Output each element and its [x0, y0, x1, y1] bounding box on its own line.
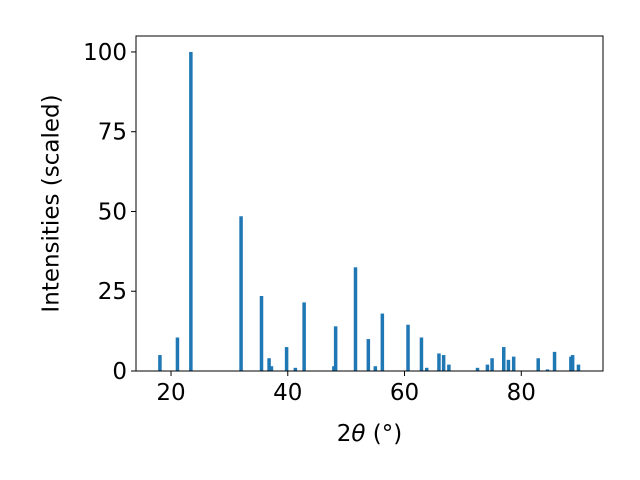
bar — [175, 337, 180, 371]
bar — [441, 355, 446, 371]
bar — [269, 366, 274, 371]
bar — [490, 358, 494, 371]
bar — [284, 347, 289, 371]
bars-group — [158, 51, 581, 371]
bar — [189, 51, 193, 371]
bar — [437, 353, 441, 371]
x-tick-label: 80 — [507, 380, 536, 406]
x-tick-label: 40 — [273, 380, 302, 406]
bar — [267, 358, 271, 371]
bar — [419, 337, 424, 371]
y-tick-label: 25 — [98, 279, 127, 305]
y-axis-title: Intensities (scaled) — [39, 94, 65, 312]
x-axis: 20 40 60 80 — [156, 371, 536, 406]
x-tick-label: 20 — [156, 380, 185, 406]
bar — [502, 347, 506, 371]
bar — [536, 358, 540, 371]
bar — [570, 355, 575, 371]
bar — [424, 367, 429, 371]
bar — [511, 356, 516, 371]
plot-frame — [135, 35, 604, 372]
bar — [158, 355, 162, 371]
y-tick-label: 100 — [83, 40, 127, 66]
x-axis-title: 2θ (°) — [337, 421, 402, 447]
bar — [302, 302, 306, 371]
bar — [293, 367, 298, 371]
bar — [552, 351, 557, 371]
bar — [545, 369, 550, 371]
bar — [485, 364, 490, 371]
bar — [366, 339, 371, 371]
x-tick-label: 60 — [390, 380, 419, 406]
y-tick-label: 75 — [98, 120, 127, 146]
bar — [333, 326, 338, 371]
bar — [380, 313, 385, 371]
bar — [506, 359, 511, 371]
bar — [373, 366, 378, 371]
bar — [259, 296, 264, 371]
bar — [239, 216, 243, 371]
bar — [576, 364, 581, 371]
y-axis: 0 25 50 75 100 — [83, 40, 136, 385]
bar — [353, 267, 358, 371]
y-tick-label: 0 — [112, 359, 127, 385]
bar — [475, 367, 480, 371]
bar — [447, 364, 451, 371]
y-tick-label: 50 — [98, 199, 127, 225]
bar — [406, 324, 410, 371]
